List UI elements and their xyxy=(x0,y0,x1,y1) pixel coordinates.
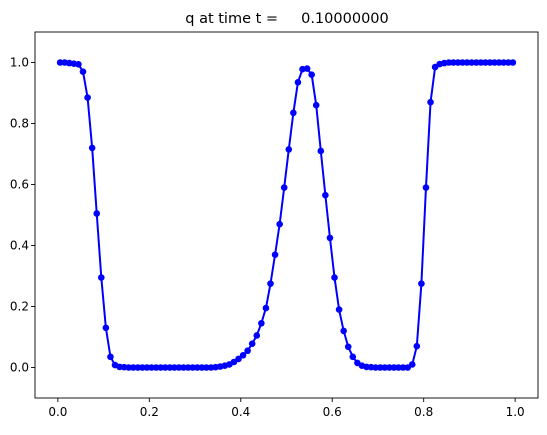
data-point xyxy=(482,59,489,66)
data-point xyxy=(422,184,430,191)
data-point xyxy=(143,364,151,371)
data-point xyxy=(317,147,325,155)
data-point xyxy=(335,306,343,313)
axes-frame xyxy=(34,31,539,399)
data-point xyxy=(253,332,261,339)
data-point xyxy=(344,343,352,351)
data-point xyxy=(427,98,434,106)
data-point xyxy=(248,340,256,348)
data-point xyxy=(486,59,494,66)
data-point xyxy=(180,364,187,371)
data-point xyxy=(189,364,197,371)
data-point xyxy=(148,364,155,371)
data-point xyxy=(84,94,91,101)
data-point xyxy=(152,364,160,371)
data-point xyxy=(418,280,425,287)
data-point xyxy=(312,101,320,109)
data-point xyxy=(454,59,462,66)
data-point xyxy=(262,304,270,312)
data-point xyxy=(276,220,283,228)
data-point xyxy=(477,59,485,66)
data-point xyxy=(331,274,338,281)
data-point xyxy=(413,342,421,350)
data-point xyxy=(175,364,183,371)
data-point xyxy=(235,355,242,363)
data-point xyxy=(386,364,393,371)
x-tick-label: 1.0 xyxy=(506,405,525,419)
data-point xyxy=(162,364,169,371)
y-tick-label: 1.0 xyxy=(10,56,29,70)
data-point xyxy=(326,234,334,242)
data-point xyxy=(491,59,498,66)
data-point xyxy=(504,59,512,66)
x-tick-label: 0.4 xyxy=(231,405,250,419)
x-tick-label: 0.6 xyxy=(323,405,342,419)
data-point xyxy=(267,280,274,287)
data-point xyxy=(107,353,114,361)
data-point xyxy=(203,364,210,371)
y-tick-label: 0.0 xyxy=(10,361,29,375)
plot-area xyxy=(56,59,517,371)
data-point xyxy=(308,71,315,78)
data-point xyxy=(244,347,251,355)
data-point xyxy=(463,59,471,66)
data-point xyxy=(472,59,480,66)
data-point xyxy=(139,364,146,371)
data-point xyxy=(459,59,466,66)
data-point xyxy=(134,364,142,371)
data-point xyxy=(340,327,347,335)
data-point xyxy=(166,364,174,371)
data-point xyxy=(381,364,389,371)
data-point xyxy=(88,144,96,152)
data-point xyxy=(75,61,82,68)
data-point xyxy=(239,352,247,359)
data-point xyxy=(322,191,329,199)
data-point xyxy=(399,364,407,371)
y-tick-label: 0.6 xyxy=(10,178,29,192)
data-point xyxy=(98,274,105,281)
data-point xyxy=(258,319,265,327)
data-point xyxy=(468,59,476,66)
x-tick-label: 0.8 xyxy=(414,405,433,419)
data-point xyxy=(130,364,137,371)
y-axis: 0.0 0.2 0.4 0.6 0.8 1.0 xyxy=(10,56,35,375)
data-point xyxy=(171,364,178,371)
data-point xyxy=(500,59,508,66)
data-point xyxy=(285,146,293,153)
data-point xyxy=(495,59,503,66)
data-point xyxy=(56,59,64,66)
chart-title: q at time t = 0.10000000 xyxy=(185,11,389,27)
data-point xyxy=(445,59,453,66)
data-point xyxy=(79,68,87,75)
data-point xyxy=(125,364,133,371)
data-point xyxy=(294,79,302,86)
data-point xyxy=(184,364,192,371)
y-tick-label: 0.4 xyxy=(10,239,29,253)
data-point xyxy=(395,364,402,371)
data-point xyxy=(271,251,279,258)
data-point xyxy=(198,364,206,371)
data-point xyxy=(408,361,416,368)
data-point xyxy=(194,364,201,371)
y-tick-label: 0.2 xyxy=(10,300,29,314)
data-point xyxy=(157,364,165,371)
data-point xyxy=(372,364,379,371)
x-axis: 0.0 0.2 0.4 0.6 0.8 1.0 xyxy=(48,398,525,419)
data-point xyxy=(509,59,517,66)
data-point xyxy=(450,59,457,66)
data-point xyxy=(93,210,101,217)
data-point xyxy=(102,324,110,332)
x-tick-label: 0.0 xyxy=(48,405,67,419)
y-tick-label: 0.8 xyxy=(10,117,29,131)
data-point xyxy=(349,353,357,361)
x-tick-label: 0.2 xyxy=(140,405,159,419)
data-point xyxy=(290,109,297,117)
data-point xyxy=(280,184,288,191)
data-point xyxy=(390,364,398,371)
data-point xyxy=(376,364,384,371)
data-point xyxy=(303,65,311,72)
